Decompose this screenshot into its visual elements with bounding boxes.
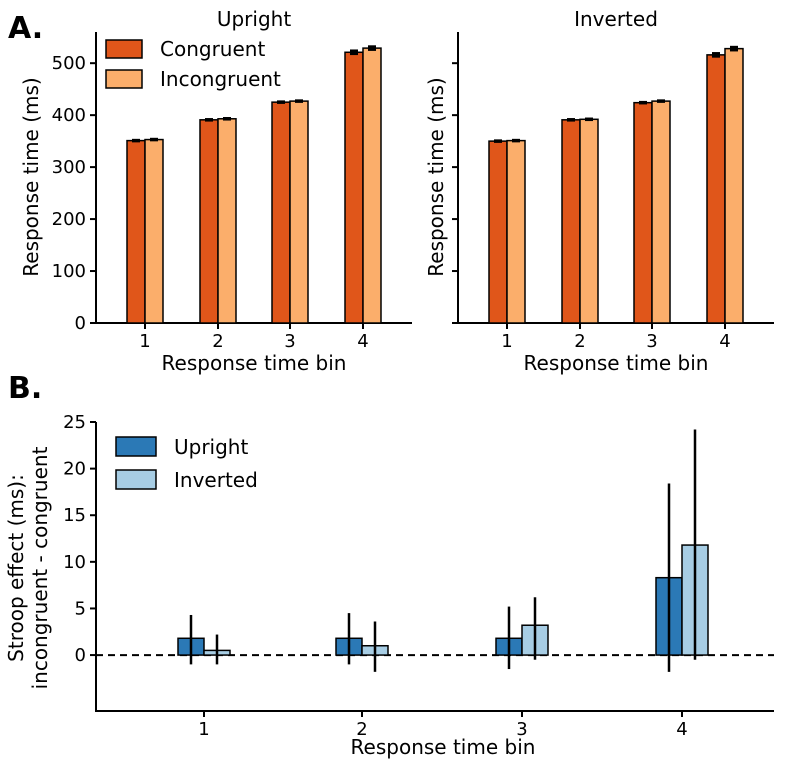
y-tick-label-upright: 0	[75, 313, 86, 334]
x-tick-label-stroop: 2	[356, 719, 367, 740]
y-tick-label-upright: 500	[52, 53, 86, 74]
chart-stroop: Stroop effect (ms): incongruent - congru…	[4, 412, 774, 759]
y-tick-label-stroop: 0	[75, 645, 86, 666]
x-tick-label-stroop: 4	[676, 719, 687, 740]
axes-stroop	[95, 422, 774, 712]
x-axis-label-upright: Response time bin	[162, 351, 347, 375]
bar-inverted-incongruent-1	[506, 139, 526, 324]
x-tick-label-upright: 4	[357, 331, 368, 352]
y-tick-label-stroop: 25	[63, 412, 86, 433]
y-tick-label-stroop: 5	[75, 598, 86, 619]
x-tick-label-upright: 2	[212, 331, 223, 352]
y-tick-label-stroop: 20	[63, 459, 86, 480]
x-tick-label-upright: 3	[284, 331, 295, 352]
legend-swatch-inverted	[115, 469, 157, 490]
x-tick-label-stroop: 1	[198, 719, 209, 740]
bar-inverted-incongruent-2	[579, 118, 599, 324]
y-tick-label-upright: 200	[52, 209, 86, 230]
legend-swatch-congruent	[105, 39, 143, 59]
legend-swatch-incongruent	[105, 69, 143, 89]
y-axis-label-upright: Response time (ms)	[19, 77, 43, 276]
bar-inverted-incongruent-4	[724, 47, 744, 324]
chart-upright: Upright Response time (ms) Response time…	[19, 7, 412, 375]
bar-upright-congruent-1	[126, 139, 146, 324]
x-tick-label-inverted: 4	[719, 331, 730, 352]
x-tick-label-inverted: 2	[574, 331, 585, 352]
y-tick-label-upright: 300	[52, 157, 86, 178]
y-tick-label-upright: 100	[52, 261, 86, 282]
legend-label-incongruent: Incongruent	[160, 67, 281, 91]
y-axis-label-stroop-line1: Stroop effect (ms):	[4, 474, 28, 662]
bar-upright-incongruent-4	[362, 47, 382, 324]
bar-inverted-congruent-4	[706, 54, 726, 324]
y-axis-label-stroop-line2: incongruent - congruent	[28, 446, 52, 689]
bar-upright-incongruent-1	[144, 138, 164, 324]
bar-inverted-incongruent-3	[651, 100, 671, 324]
chart-title-inverted: Inverted	[574, 7, 658, 31]
bar-inverted-congruent-3	[633, 101, 653, 324]
y-tick-label-stroop: 10	[63, 552, 86, 573]
panel-label-b: B.	[8, 371, 42, 406]
bar-upright-congruent-2	[199, 119, 219, 324]
x-tick-label-upright: 1	[139, 331, 150, 352]
chart-inverted: Inverted Response time (ms) Response tim…	[424, 7, 774, 375]
x-tick-label-inverted: 3	[646, 331, 657, 352]
bar-upright-congruent-4	[344, 51, 364, 324]
legend-label-inverted: Inverted	[174, 468, 258, 492]
legend-swatch-upright	[115, 436, 157, 457]
y-axis-label-inverted: Response time (ms)	[424, 77, 448, 276]
bar-upright-incongruent-2	[217, 118, 237, 324]
panel-label-a: A.	[8, 11, 43, 46]
legend-label-upright: Upright	[174, 435, 248, 459]
x-tick-label-stroop: 3	[516, 719, 527, 740]
bar-inverted-congruent-1	[488, 140, 508, 324]
y-tick-label-stroop: 15	[63, 505, 86, 526]
chart-title-upright: Upright	[217, 7, 291, 31]
bar-upright-incongruent-3	[289, 100, 309, 324]
bar-inverted-congruent-2	[561, 119, 581, 324]
legend-label-congruent: Congruent	[160, 37, 265, 61]
x-tick-label-inverted: 1	[501, 331, 512, 352]
bar-upright-congruent-3	[271, 101, 291, 324]
x-axis-label-inverted: Response time bin	[524, 351, 709, 375]
y-tick-label-upright: 400	[52, 105, 86, 126]
x-axis-label-stroop: Response time bin	[351, 735, 536, 759]
